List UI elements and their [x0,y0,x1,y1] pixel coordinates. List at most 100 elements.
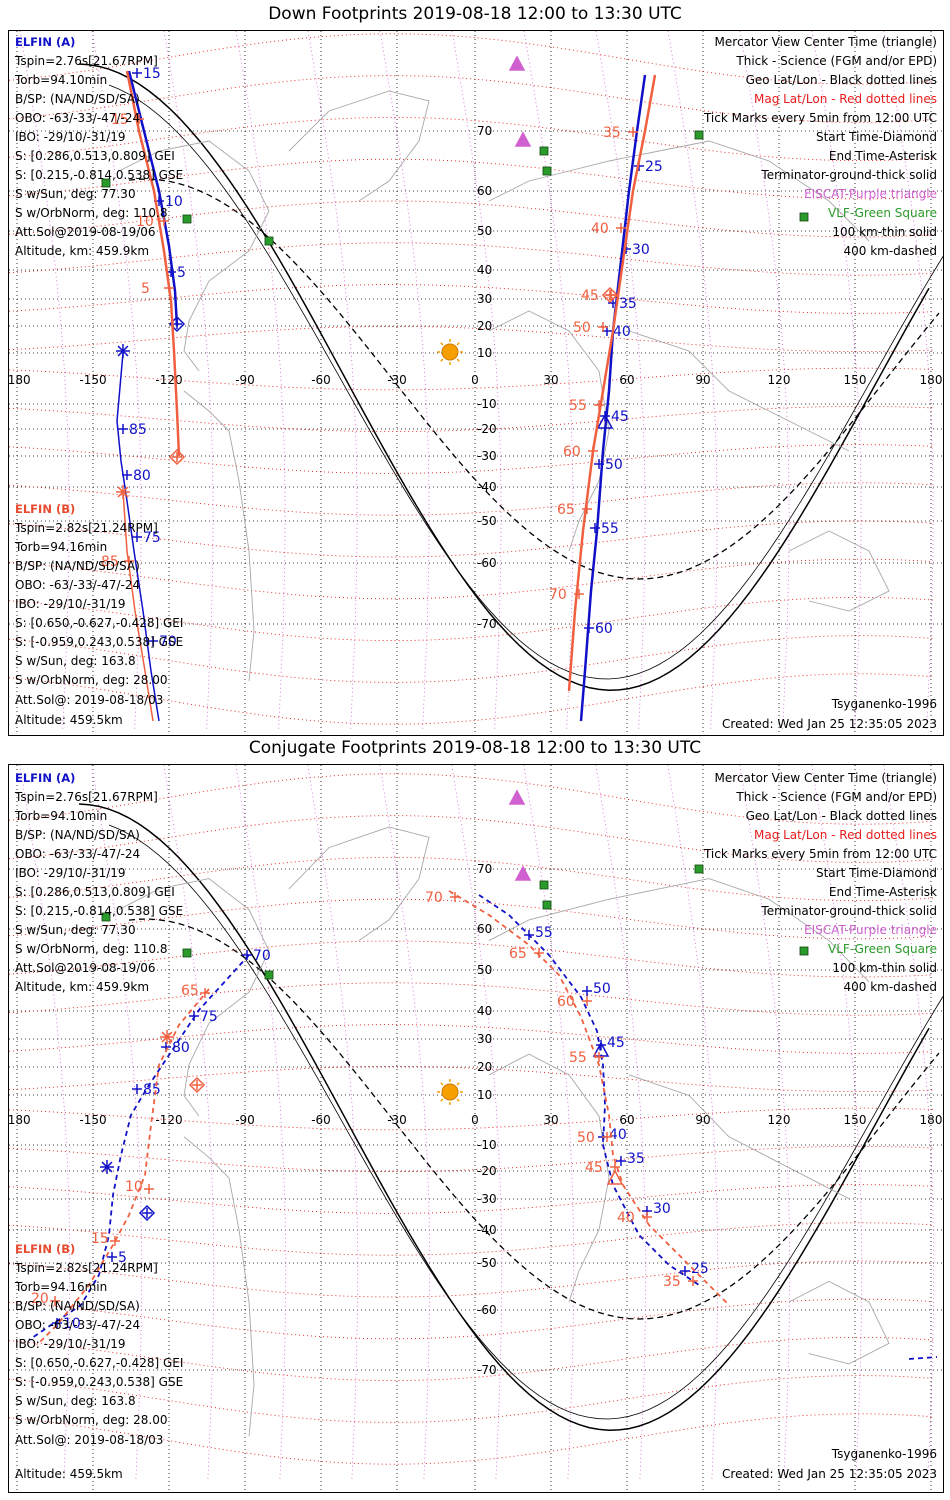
created-timestamp: Created: Wed Jan 25 12:35:05 2023 [722,717,937,731]
elfin-b-track [122,490,154,722]
elfin-a-tick-label: 5 [177,265,186,281]
vlf-square-icon [799,212,809,222]
mag-lon-gridline [307,765,359,1480]
elfin-a-tick-label: 80 [172,1040,190,1056]
coastline [628,330,850,452]
elfin-b-tick-label: 5 [141,281,150,297]
mag-lat-gridline [9,482,934,516]
lat-label: -70 [477,1363,497,1377]
elfin-b-tick-label: 65 [509,946,527,962]
lon-label: -30 [387,373,407,387]
lat-label: 30 [477,292,492,306]
elfin-a-tick-label: 70 [253,948,271,964]
elfin-b-tick-label: 65 [181,983,199,999]
mag-lat-gridline [9,898,934,940]
elfin-b-tick-label: 40 [591,221,609,237]
lat-label: -60 [477,556,497,570]
mag-lon-gridline [91,765,143,1480]
mag-lon-gridline [235,765,287,1480]
lon-label: 180 [920,1113,943,1127]
coastline [628,1074,850,1200]
lon-label: 120 [768,1113,791,1127]
mag-lon-gridline [811,765,863,1480]
elfin-a-center-triangle [592,1041,610,1057]
vlf-square-icon [539,880,549,890]
lat-label: 20 [477,1060,492,1074]
sun-ray [456,358,460,362]
vlf-square-icon [542,900,552,910]
elfin-b-info-line: Att.Sol@: 2019-08-18/03 [15,1433,164,1447]
mag-lat-gridline [9,158,934,200]
legend-item: VLF-Green Square [828,206,937,220]
elfin-a-tick-label: 75 [200,1009,218,1025]
lat-label: 30 [477,1032,492,1046]
lon-label: 150 [844,373,867,387]
elfin-a-tick-label: 15 [143,66,161,82]
elfin-a-tick-label: 85 [143,1082,161,1098]
coastline [488,140,870,242]
terminator-ground [78,63,930,691]
elfin-b-info-line: Torb=94.16min [15,1280,108,1294]
lat-label: 50 [477,963,492,977]
sun-ray [456,1098,460,1102]
mag-lat-gridline [9,405,934,433]
elfin-b-tick-label: 70 [549,587,567,603]
lat-label: -30 [477,1192,497,1206]
elfin-b-label: ELFIN (B) [15,1242,76,1256]
panel-down-footprints: -180 -150 -120 -90 -60 -30 0 30 60 90 120 150 180 70 6… [8,30,944,736]
elfin-b-info-line: Torb=94.16min [15,540,108,554]
mag-lon-gridline [883,765,935,1480]
elfin-b-info-line: B/SP: (NA/ND/SD/SA) [15,1299,140,1313]
legend-item: 100 km-thin solid [832,225,937,239]
legend-item: Geo Lat/Lon - Black dotted lines [745,809,937,823]
mag-lat-gridline [9,558,934,600]
legend-item: Start Time-Diamond [815,130,937,144]
elfin-b-tick-label: 35 [663,1274,681,1290]
coastline [488,878,870,983]
model-label: Tsyganenko-1996 [831,1447,937,1461]
lat-label: -60 [477,1303,497,1317]
eiscat-triangle-icon [508,55,526,71]
mag-lat-gridline [9,1413,934,1465]
elfin-a-info-line: OBO: -63/-33/-47/-24 [15,847,141,861]
lat-label: 10 [477,346,492,360]
elfin-b-tick-label: 85 [101,554,119,570]
sun-ray [440,1082,444,1086]
mag-lat-gridline [9,982,934,1016]
coastline [788,1280,890,1365]
elfin-b-tick-label: 10 [125,1179,143,1195]
mag-lat-gridline [9,1184,934,1214]
legend-item: VLF-Green Square [828,942,937,956]
mag-lat-gridline [9,33,934,85]
elfin-a-info-line: S w/OrbNorm, deg: 110.8 [15,942,168,956]
lon-label: -60 [311,1113,331,1127]
elfin-b-info-line: Altitude: 459.5km [15,1467,123,1481]
lon-label: 0 [471,373,479,387]
elfin-a-info-line: Att.Sol@2019-08-19/06 [15,225,156,239]
lat-label: 70 [477,124,492,138]
lon-label: -90 [235,1113,255,1127]
lat-label: 20 [477,319,492,333]
elfin-b-info-line: Att.Sol@: 2019-08-18/03 [15,693,164,707]
mag-lon-gridline [667,765,719,1480]
lat-label: -20 [477,1164,497,1178]
lon-label: -180 [9,1113,31,1127]
eiscat-triangle-icon [508,789,526,805]
lat-label: -40 [477,480,497,494]
lon-label: 60 [619,1113,634,1127]
mag-lat-gridline [9,242,934,276]
elfin-b-start-diamond [601,286,619,304]
elfin-b-tick-label: 45 [581,288,599,304]
legend-item: Terminator-ground-thick solid [761,904,937,918]
mag-lat-gridline [9,673,934,725]
coastline [788,530,890,612]
elfin-a-info-line: Altitude, km: 459.9km [15,244,150,258]
lon-label: 0 [471,1113,479,1127]
terminator-100km [108,84,943,680]
legend-item: Mercator View Center Time (triangle) [714,35,937,49]
elfin-a-tick-label: 85 [129,422,147,438]
mag-lon-gridline [379,765,431,1480]
mag-lat-gridline [9,284,934,314]
mag-lat-gridline [9,1336,934,1382]
elfin-b-tick-label: 10 [136,214,154,230]
